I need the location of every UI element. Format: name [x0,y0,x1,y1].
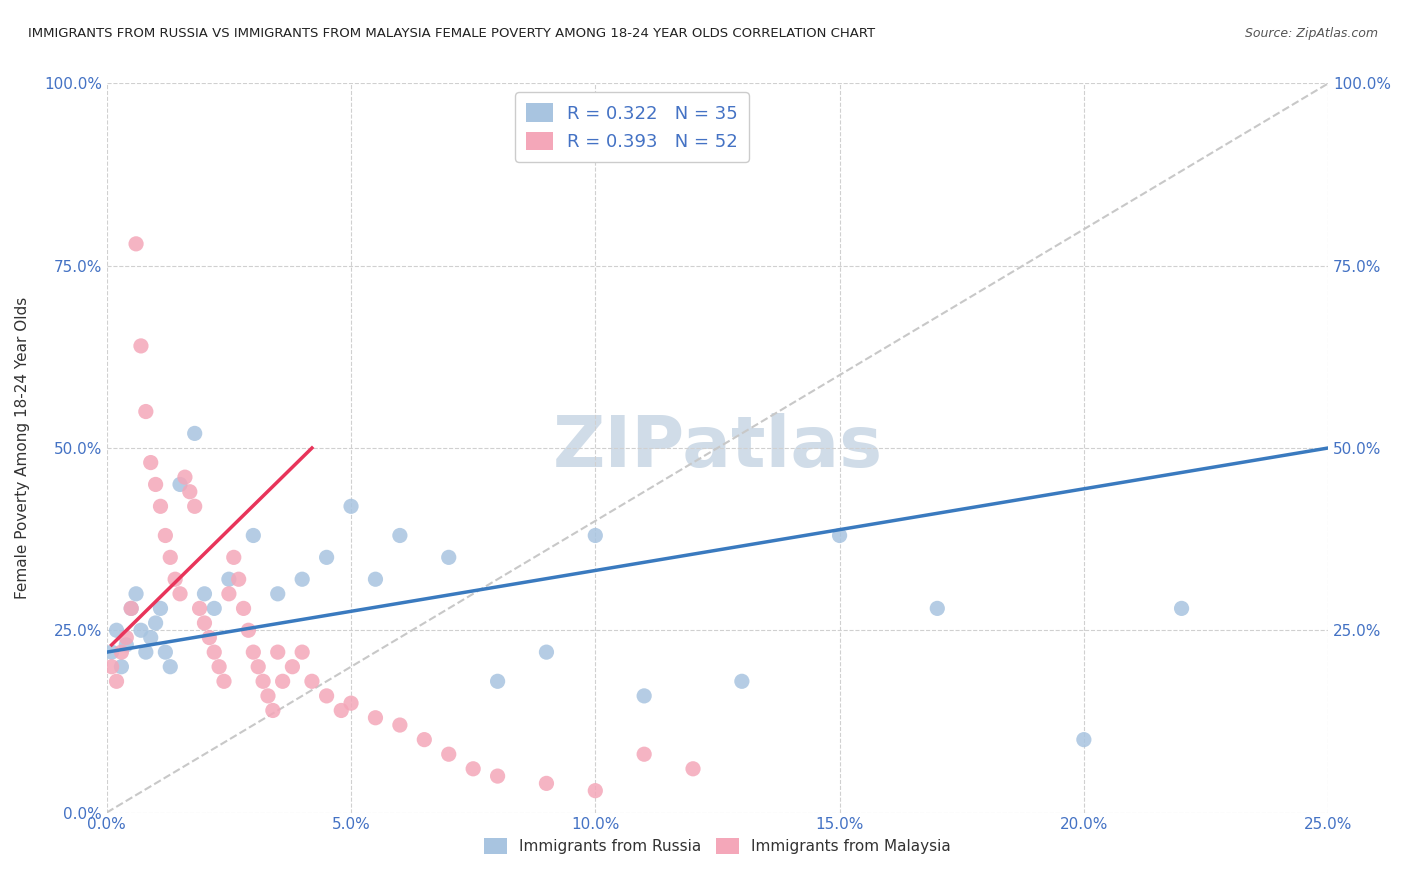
Point [271,674,294,689]
Text: IMMIGRANTS FROM RUSSIA VS IMMIGRANTS FROM MALAYSIA FEMALE POVERTY AMONG 18-24 YE: IMMIGRANTS FROM RUSSIA VS IMMIGRANTS FRO… [28,27,876,40]
Point [105,674,128,689]
Point [247,659,270,673]
Point [202,601,225,615]
Point [682,762,704,776]
Point [149,601,172,615]
Point [208,659,231,673]
Point [125,236,148,251]
Point [149,500,172,514]
Point [155,528,177,542]
Point [145,615,167,630]
Point [188,601,211,615]
Point [291,572,314,586]
Point [159,659,181,673]
Point [115,631,138,645]
Point [486,769,509,783]
Point [120,601,142,615]
Point [315,689,337,703]
Point [413,732,436,747]
Point [583,783,606,797]
Point [267,587,290,601]
Point [169,587,191,601]
Point [281,659,304,673]
Point [129,339,152,353]
Point [228,572,250,586]
Point [202,645,225,659]
Point [291,645,314,659]
Point [139,456,162,470]
Point [183,426,205,441]
Point [463,762,485,776]
Point [257,689,280,703]
Y-axis label: Female Poverty Among 18-24 Year Olds: Female Poverty Among 18-24 Year Olds [15,297,30,599]
Point [315,550,337,565]
Point [536,776,558,790]
Point [633,689,655,703]
Point [262,703,284,717]
Point [583,528,606,542]
Point [731,674,754,689]
Point [145,477,167,491]
Point [252,674,274,689]
Point [212,674,235,689]
Point [232,601,254,615]
Point [169,477,191,491]
Point [242,645,264,659]
Point [222,550,245,565]
Point [1170,601,1192,615]
Point [388,528,411,542]
Point [115,638,138,652]
Point [536,645,558,659]
Point [242,528,264,542]
Point [828,528,851,542]
Point [165,572,187,586]
Point [174,470,197,484]
Point [340,500,363,514]
Point [129,624,152,638]
Point [301,674,323,689]
Point [364,572,387,586]
Point [437,747,460,762]
Point [340,696,363,710]
Point [364,711,387,725]
Point [238,624,260,638]
Point [179,484,201,499]
Point [120,601,142,615]
Legend: R = 0.322   N = 35, R = 0.393   N = 52: R = 0.322 N = 35, R = 0.393 N = 52 [515,93,749,161]
Point [139,631,162,645]
Point [159,550,181,565]
Point [135,645,157,659]
Text: ZIPatlas: ZIPatlas [553,414,883,483]
Point [218,587,240,601]
Point [100,645,122,659]
Point [110,645,132,659]
Point [110,659,132,673]
Point [105,624,128,638]
Point [1073,732,1095,747]
Point [183,500,205,514]
Point [330,703,353,717]
Point [486,674,509,689]
Point [193,587,215,601]
Point [218,572,240,586]
Point [125,587,148,601]
Point [135,404,157,418]
Point [388,718,411,732]
Point [927,601,949,615]
Point [100,659,122,673]
Point [198,631,221,645]
Point [267,645,290,659]
Point [437,550,460,565]
Point [633,747,655,762]
Text: Source: ZipAtlas.com: Source: ZipAtlas.com [1244,27,1378,40]
Point [155,645,177,659]
Point [193,615,215,630]
